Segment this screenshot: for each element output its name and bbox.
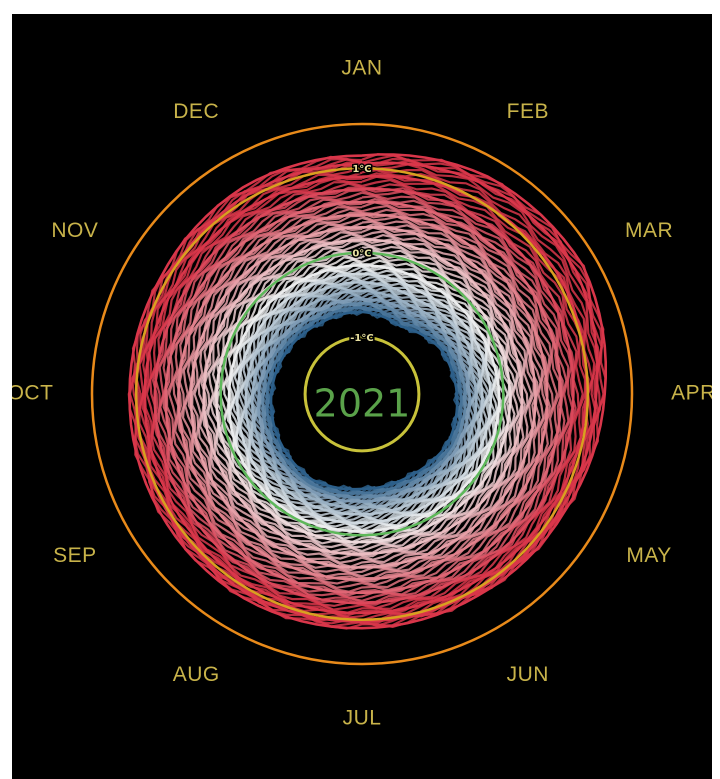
month-label-mar: MAR — [625, 219, 673, 242]
month-label-jun: JUN — [507, 663, 549, 686]
reference-rings: -1°C 0°C 1°C — [90, 122, 634, 666]
month-label-jul: JUL — [343, 707, 382, 730]
series-strand — [172, 207, 555, 587]
month-label-may: MAY — [626, 544, 671, 567]
month-label-feb: FEB — [507, 100, 549, 123]
series-strand — [197, 233, 529, 561]
series-line-7 — [227, 264, 501, 533]
series-line-8 — [215, 251, 512, 544]
reference-ring-label: 1°C — [352, 164, 371, 175]
series-line-14 — [143, 174, 588, 615]
series-layer — [127, 153, 608, 630]
series-strand — [187, 223, 539, 572]
spiral-plot: -1°C 0°C 1°C JAN FEB MAR APR MAY JUN JUL AUG SEP OC… — [12, 57, 712, 730]
series-strand — [203, 240, 523, 555]
center-year-label: 2021 — [314, 382, 411, 426]
series-strand — [181, 216, 545, 578]
series-line-9 — [202, 238, 524, 556]
series-line-13 — [153, 187, 575, 605]
series-line-5 — [244, 280, 484, 516]
series-line-0 — [269, 310, 459, 491]
reference-ring-label: -1°C — [350, 333, 373, 344]
series-line-16 — [128, 153, 608, 630]
series-line-12 — [164, 200, 563, 595]
series-line-6 — [235, 272, 493, 525]
month-label-apr: APR — [671, 382, 712, 405]
outer-ring — [90, 122, 634, 666]
month-label-nov: NOV — [51, 219, 98, 242]
month-labels: JAN FEB MAR APR MAY JUN JUL AUG SEP OCT NOV DEC — [12, 57, 712, 730]
month-label-sep: SEP — [53, 544, 97, 567]
series-line-1 — [265, 306, 463, 495]
month-label-aug: AUG — [173, 663, 220, 686]
series-line-10 — [189, 225, 537, 569]
reference-ring-1 — [134, 166, 590, 622]
series-strand — [157, 191, 570, 602]
series-line-3 — [257, 297, 471, 503]
climate-spiral-chart: -1°C 0°C 1°C JAN FEB MAR APR MAY JUN JUL AUG SEP OC… — [12, 14, 712, 779]
series-line-4 — [251, 289, 478, 509]
series-line-2 — [261, 302, 467, 499]
month-label-oct: OCT — [12, 382, 53, 405]
reference-ring-0 — [219, 251, 505, 537]
series-line-11 — [177, 213, 549, 581]
reference-ring--1 — [303, 335, 421, 453]
month-label-dec: DEC — [173, 100, 219, 123]
reference-ring-label: 0°C — [352, 249, 371, 260]
series-strand — [206, 242, 520, 553]
month-label-jan: JAN — [341, 57, 382, 80]
